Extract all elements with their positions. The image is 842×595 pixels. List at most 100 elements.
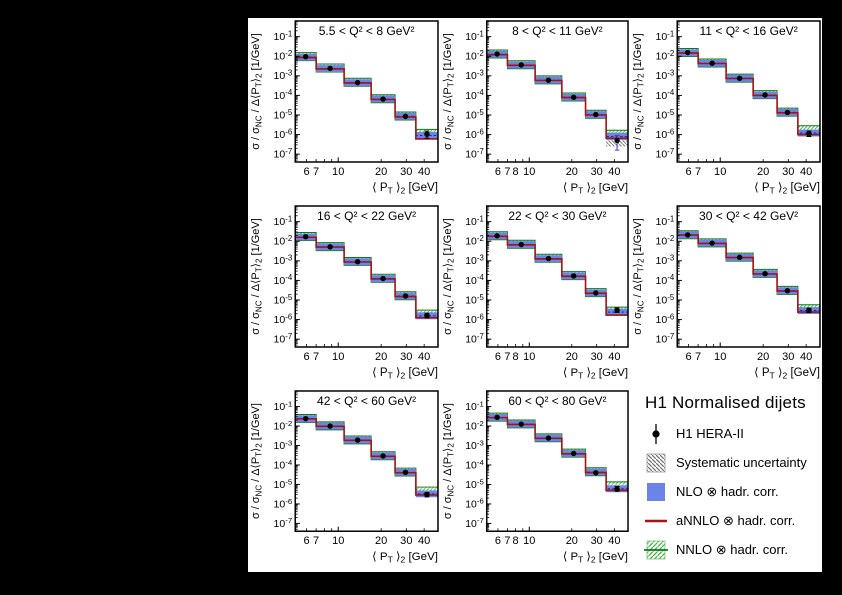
svg-text:7: 7 <box>695 351 701 363</box>
svg-text:10-5: 10-5 <box>274 477 293 491</box>
svg-text:10: 10 <box>332 351 344 363</box>
svg-text:20: 20 <box>375 166 387 178</box>
svg-text:⟨ PT ⟩2 [GeV]: ⟨ PT ⟩2 [GeV] <box>563 367 628 381</box>
svg-text:20: 20 <box>566 351 578 363</box>
svg-text:10: 10 <box>523 166 535 178</box>
svg-text:10-3: 10-3 <box>656 254 675 268</box>
svg-text:10: 10 <box>523 535 535 547</box>
svg-text:10-7: 10-7 <box>656 332 675 346</box>
svg-text:20: 20 <box>566 166 578 178</box>
svg-text:10-6: 10-6 <box>656 312 675 326</box>
svg-text:⟨ PT ⟩2 [GeV]: ⟨ PT ⟩2 [GeV] <box>754 182 820 196</box>
svg-text:10-5: 10-5 <box>465 477 484 491</box>
panel-plot-q2-22-30: 10-7 10-6 10-5 10-4 10-3 10-2 10-1 6 7 8 10 20 30 40 2… <box>442 205 629 381</box>
svg-text:6: 6 <box>685 166 691 178</box>
svg-text:10-5: 10-5 <box>656 293 675 307</box>
panel-cell-8: 10-7 10-6 10-5 10-4 10-3 10-2 10-1 6 7 8 10 20 30 40 6… <box>440 388 630 572</box>
legend-item-nlo: NLO ⊗ hadr. corr. <box>644 477 822 506</box>
svg-text:10: 10 <box>714 166 726 178</box>
svg-text:10-3: 10-3 <box>274 254 293 268</box>
h1-dijets-figure: 10-7 10-6 10-5 10-4 10-3 10-2 10-1 6 7 10 20 30 40 5.… <box>248 18 822 572</box>
svg-text:30: 30 <box>400 535 412 547</box>
svg-text:⟨ PT ⟩2 [GeV]: ⟨ PT ⟩2 [GeV] <box>563 551 628 565</box>
svg-text:6: 6 <box>495 166 501 178</box>
svg-text:10-1: 10-1 <box>465 214 484 228</box>
svg-text:10-7: 10-7 <box>465 147 484 161</box>
svg-text:10-3: 10-3 <box>274 69 293 83</box>
svg-text:10-5: 10-5 <box>465 293 484 307</box>
svg-text:⟨ PT ⟩2 [GeV]: ⟨ PT ⟩2 [GeV] <box>754 367 820 381</box>
svg-text:10-7: 10-7 <box>465 516 484 530</box>
svg-text:22 < Q² < 30 GeV²: 22 < Q² < 30 GeV² <box>508 209 606 223</box>
svg-text:10-4: 10-4 <box>656 88 675 102</box>
svg-text:10: 10 <box>714 351 726 363</box>
svg-text:30: 30 <box>782 351 794 363</box>
svg-text:10-1: 10-1 <box>656 214 675 228</box>
legend-item-nnlo: NNLO ⊗ hadr. corr. <box>644 535 822 564</box>
svg-text:σ / σNC / Δ⟨PT⟩2 [1/GeV]: σ / σNC / Δ⟨PT⟩2 [1/GeV] <box>250 403 264 519</box>
systematic-hatch-icon <box>646 453 666 472</box>
svg-text:10-6: 10-6 <box>656 127 675 141</box>
svg-text:10-7: 10-7 <box>465 332 484 346</box>
svg-text:10-4: 10-4 <box>465 458 484 472</box>
legend-panel: H1 Normalised dijets H1 HERA-II <box>630 388 822 572</box>
svg-text:7: 7 <box>695 166 701 178</box>
svg-text:10-2: 10-2 <box>465 234 484 248</box>
svg-text:10: 10 <box>332 166 344 178</box>
svg-text:10-5: 10-5 <box>274 293 293 307</box>
panel-plot-q2-11-16: 10-7 10-6 10-5 10-4 10-3 10-2 10-1 6 7 10 20 30 40 11… <box>632 20 821 196</box>
svg-text:10-4: 10-4 <box>465 88 484 102</box>
legend-label-systematic: Systematic uncertainty <box>676 455 807 470</box>
svg-text:6: 6 <box>495 535 501 547</box>
svg-text:40: 40 <box>418 166 430 178</box>
legend-label-h1-data: H1 HERA-II <box>676 426 744 441</box>
svg-text:σ / σNC / Δ⟨PT⟩2 [1/GeV]: σ / σNC / Δ⟨PT⟩2 [1/GeV] <box>442 218 456 335</box>
svg-text:40: 40 <box>418 351 430 363</box>
svg-text:30: 30 <box>591 351 603 363</box>
panel-cell-5: 10-7 10-6 10-5 10-4 10-3 10-2 10-1 6 7 8 10 20 30 40 2… <box>440 203 630 388</box>
svg-text:10-2: 10-2 <box>656 234 675 248</box>
svg-text:11 < Q² < 16 GeV²: 11 < Q² < 16 GeV² <box>700 24 798 38</box>
svg-text:40: 40 <box>800 166 812 178</box>
panel-plot-q2-60-80: 10-7 10-6 10-5 10-4 10-3 10-2 10-1 6 7 8 10 20 30 40 6… <box>442 390 629 565</box>
panel-cell-4: 10-7 10-6 10-5 10-4 10-3 10-2 10-1 6 7 10 20 30 40 16… <box>248 203 440 388</box>
svg-text:40: 40 <box>608 535 620 547</box>
svg-text:10-4: 10-4 <box>656 273 675 287</box>
svg-text:5.5 < Q² < 8 GeV²: 5.5 < Q² < 8 GeV² <box>319 24 415 38</box>
svg-text:20: 20 <box>375 351 387 363</box>
panel-plot-q2-8-11: 10-7 10-6 10-5 10-4 10-3 10-2 10-1 6 7 8 10 20 30 40 8… <box>442 20 629 196</box>
panel-plot-q2-30-42: 10-7 10-6 10-5 10-4 10-3 10-2 10-1 6 7 10 20 30 40 30… <box>632 205 821 381</box>
svg-text:10-1: 10-1 <box>274 29 293 43</box>
svg-text:10-3: 10-3 <box>656 69 675 83</box>
svg-text:6: 6 <box>495 351 501 363</box>
panel-cell-1: 10-7 10-6 10-5 10-4 10-3 10-2 10-1 6 7 10 20 30 40 5.… <box>248 18 440 203</box>
svg-text:6: 6 <box>303 535 309 547</box>
svg-text:10-2: 10-2 <box>274 234 293 248</box>
panel-plot-q2-5p5-8: 10-7 10-6 10-5 10-4 10-3 10-2 10-1 6 7 10 20 30 40 5.… <box>250 20 439 196</box>
svg-text:σ / σNC / Δ⟨PT⟩2 [1/GeV]: σ / σNC / Δ⟨PT⟩2 [1/GeV] <box>632 218 646 335</box>
legend-items: H1 HERA-II Systematic uncertainty <box>630 419 822 564</box>
svg-text:σ / σNC / Δ⟨PT⟩2 [1/GeV]: σ / σNC / Δ⟨PT⟩2 [1/GeV] <box>250 218 264 335</box>
svg-text:10-4: 10-4 <box>465 273 484 287</box>
annlo-line-icon <box>645 519 667 522</box>
svg-text:10-3: 10-3 <box>465 438 484 452</box>
legend-item-annlo: aNNLO ⊗ hadr. corr. <box>644 506 822 535</box>
svg-text:10-4: 10-4 <box>274 458 293 472</box>
legend-item-h1-data: H1 HERA-II <box>644 419 822 448</box>
nlo-swatch-icon <box>647 482 665 501</box>
svg-text:10: 10 <box>523 351 535 363</box>
svg-text:⟨ PT ⟩2 [GeV]: ⟨ PT ⟩2 [GeV] <box>563 182 628 196</box>
svg-text:10-4: 10-4 <box>274 273 293 287</box>
svg-text:10-1: 10-1 <box>465 399 484 413</box>
svg-text:10-1: 10-1 <box>465 29 484 43</box>
svg-text:σ / σNC / Δ⟨PT⟩2 [1/GeV]: σ / σNC / Δ⟨PT⟩2 [1/GeV] <box>250 33 264 150</box>
svg-text:16 < Q² < 22 GeV²: 16 < Q² < 22 GeV² <box>317 209 416 223</box>
svg-text:10-5: 10-5 <box>465 108 484 122</box>
svg-text:σ / σNC / Δ⟨PT⟩2 [1/GeV]: σ / σNC / Δ⟨PT⟩2 [1/GeV] <box>442 33 456 150</box>
svg-text:7: 7 <box>504 535 510 547</box>
legend-label-annlo: aNNLO ⊗ hadr. corr. <box>676 512 796 528</box>
svg-text:σ / σNC / Δ⟨PT⟩2 [1/GeV]: σ / σNC / Δ⟨PT⟩2 [1/GeV] <box>442 403 456 519</box>
svg-text:⟨ PT ⟩2 [GeV]: ⟨ PT ⟩2 [GeV] <box>372 182 438 196</box>
svg-text:10-6: 10-6 <box>274 497 293 511</box>
